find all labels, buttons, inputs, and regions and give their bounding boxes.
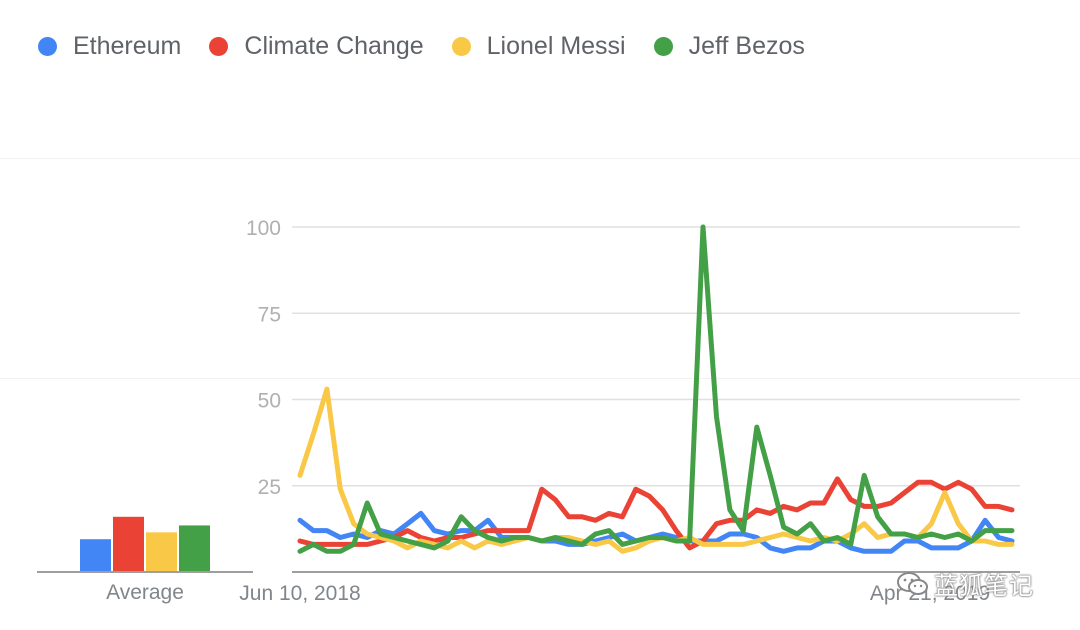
legend-label: Jeff Bezos: [688, 31, 805, 60]
card-divider: [0, 158, 1080, 159]
series-lines: [297, 224, 1015, 554]
average-bar-jeff-bezos[interactable]: [179, 525, 210, 572]
average-label: Average: [106, 581, 184, 604]
y-tick-label: 75: [258, 303, 281, 326]
wechat-icon: [897, 571, 928, 595]
y-tick-label: 25: [258, 476, 281, 499]
legend-label: Climate Change: [244, 31, 424, 60]
legend-swatch: [653, 36, 673, 56]
series-line-climate-change[interactable]: [297, 476, 1015, 551]
chart-legend: Ethereum Climate Change Lionel Messi Jef…: [38, 28, 833, 64]
legend-item-lionel-messi[interactable]: Lionel Messi: [451, 31, 626, 61]
legend-swatch: [38, 36, 57, 56]
average-bar-lionel-messi[interactable]: [146, 532, 177, 572]
watermark-text: 蓝狐笔记: [934, 572, 1034, 600]
average-bar-climate-change[interactable]: [113, 516, 144, 572]
legend-label: Lionel Messi: [486, 31, 626, 60]
series-line-jeff-bezos[interactable]: [297, 224, 1015, 554]
card-divider: [0, 378, 1080, 379]
legend-swatch: [451, 36, 471, 56]
average-bars: [80, 516, 210, 572]
watermark: 蓝狐笔记: [896, 566, 1034, 601]
grid-lines: [292, 226, 1020, 487]
legend-item-jeff-bezos[interactable]: Jeff Bezos: [653, 31, 805, 61]
average-bar-ethereum[interactable]: [80, 539, 111, 572]
legend-swatch: [209, 36, 229, 56]
legend-label: Ethereum: [73, 31, 182, 60]
y-axis-ticks: 25 50 75 100: [246, 217, 281, 499]
legend-item-ethereum[interactable]: Ethereum: [38, 32, 181, 61]
legend-item-climate-change[interactable]: Climate Change: [209, 31, 424, 61]
y-tick-label: 100: [246, 217, 281, 240]
x-tick-label: Jun 10, 2018: [239, 582, 360, 605]
y-tick-label: 50: [258, 390, 281, 413]
